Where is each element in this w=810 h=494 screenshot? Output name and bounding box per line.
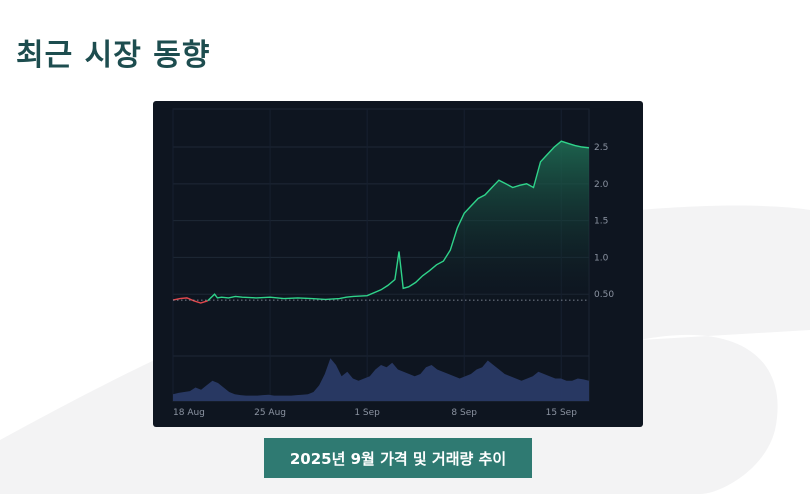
price-line-up (207, 140, 590, 302)
x-tick-label-0: 18 Aug (173, 408, 205, 418)
x-tick-label-4: 15 Sep (546, 408, 578, 418)
x-tick-label-1: 25 Aug (254, 408, 286, 418)
y-tick-label-3: 2.0 (594, 180, 609, 190)
x-tick-label-2: 1 Sep (354, 408, 380, 418)
chart-card: 0.50 1.0 1.5 2.0 2.5 18 Aug 25 Aug 1 Sep 8 Sep 1… (153, 101, 643, 427)
y-tick-label-2: 1.5 (594, 217, 608, 227)
chart-caption: 2025년 9월 가격 및 거래량 추이 (264, 438, 532, 478)
x-tick-label-3: 8 Sep (451, 408, 477, 418)
price-line-down (172, 297, 208, 304)
volume-area (173, 358, 589, 401)
price-area-fill (173, 141, 589, 303)
y-tick-label-4: 2.5 (594, 143, 608, 153)
y-tick-label-0: 0.50 (594, 290, 614, 300)
y-tick-label-1: 1.0 (594, 253, 609, 263)
page-title: 최근 시장 동향 (16, 38, 211, 73)
price-volume-chart: 0.50 1.0 1.5 2.0 2.5 18 Aug 25 Aug 1 Sep 8 Sep 1… (172, 108, 614, 418)
